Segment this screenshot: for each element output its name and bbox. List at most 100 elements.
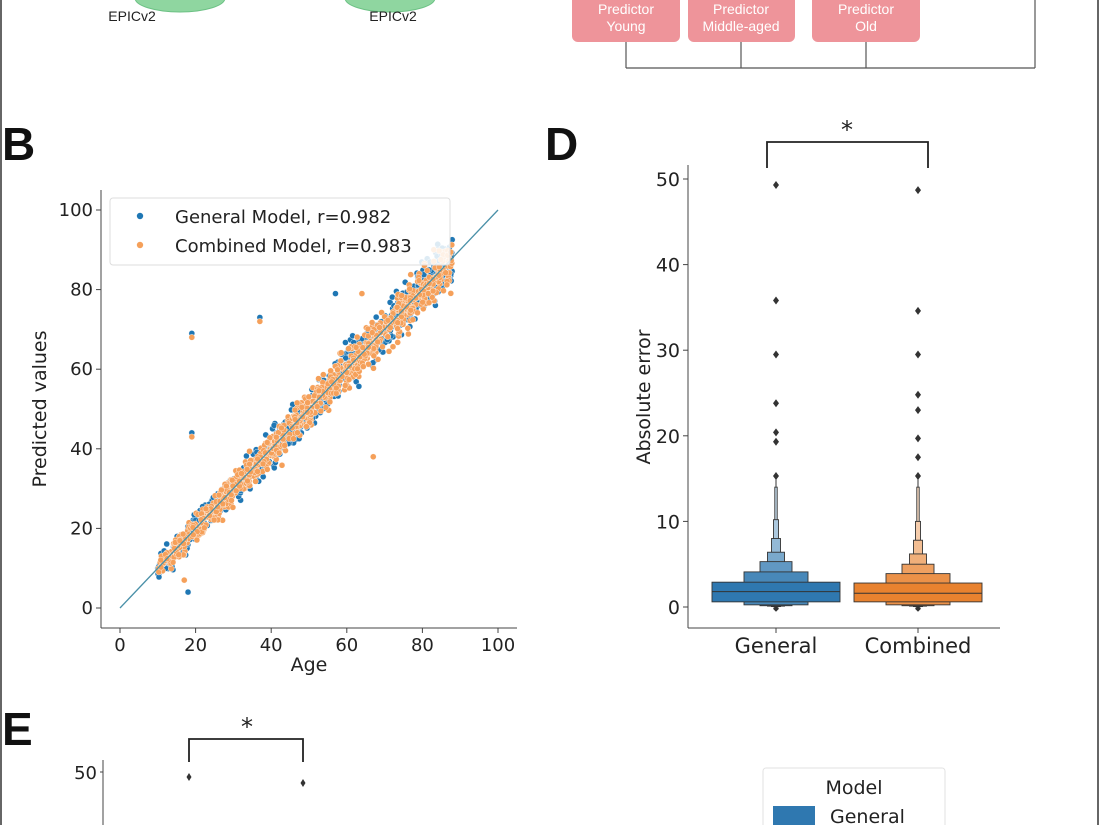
outlier-point	[773, 605, 779, 612]
point-combined	[414, 309, 421, 316]
point-combined	[254, 468, 261, 475]
predictor-line2: Young	[606, 18, 645, 34]
point-combined	[304, 399, 311, 406]
point-combined	[299, 413, 306, 421]
point-combined	[179, 530, 187, 538]
point-combined	[447, 290, 454, 297]
point-combined	[443, 281, 451, 288]
point-combined	[293, 399, 301, 407]
outlier-point	[773, 350, 779, 359]
x-tick-label: 0	[114, 635, 125, 656]
outlier-point-general	[186, 773, 192, 781]
outlier-point	[915, 472, 921, 481]
point-combined	[236, 477, 243, 485]
significance-star: *	[241, 713, 253, 741]
panel-label-d: D	[545, 118, 578, 170]
point-combined	[342, 382, 349, 389]
point-combined	[354, 365, 361, 372]
predictor-connectors	[625, 0, 1036, 69]
identity-line	[119, 209, 499, 609]
point-general	[270, 422, 278, 429]
point-combined	[333, 390, 340, 397]
point-combined	[409, 316, 416, 323]
point-combined	[385, 348, 393, 355]
outlier-point	[773, 399, 779, 408]
predictor-line2: Old	[855, 18, 877, 34]
point-combined	[264, 439, 271, 446]
point-combined	[429, 294, 436, 301]
panel-label-b: B	[2, 118, 35, 170]
point-combined	[228, 497, 235, 504]
y-tick-label: 20	[70, 518, 93, 539]
legend-title: Model	[825, 777, 882, 799]
predictor-line1: Predictor	[838, 1, 894, 17]
legend-label-general: General	[830, 806, 905, 825]
point-combined	[202, 505, 210, 512]
x-tick-label: 100	[481, 635, 515, 656]
outlier-point	[915, 390, 921, 399]
point-combined	[394, 325, 401, 332]
point-combined	[175, 551, 182, 558]
outlier-point	[773, 296, 779, 305]
point-combined	[394, 339, 401, 346]
point-combined	[419, 299, 426, 306]
point-combined	[246, 448, 253, 455]
significance-star: *	[841, 116, 853, 144]
point-combined	[243, 466, 251, 473]
legend: Model General	[762, 767, 946, 825]
point-combined	[259, 460, 267, 468]
point-combined	[157, 556, 165, 564]
point-combined	[370, 453, 377, 460]
point-combined	[294, 429, 301, 436]
y-tick-label: 0	[82, 598, 93, 619]
point-combined	[193, 536, 201, 544]
point-combined	[219, 500, 227, 508]
x-axis-label: Age	[291, 654, 328, 676]
point-combined	[333, 384, 340, 392]
point-combined	[303, 423, 310, 430]
outlier-point-combined	[300, 779, 306, 787]
point-general	[342, 339, 349, 346]
point-combined	[424, 267, 431, 274]
significance-bracket	[766, 141, 929, 168]
point-combined	[394, 304, 401, 311]
outlier-point	[915, 605, 921, 612]
point-combined	[358, 290, 366, 297]
point-combined	[345, 345, 352, 352]
legend-swatch-general	[773, 806, 815, 825]
point-combined	[370, 352, 377, 359]
point-combined	[214, 503, 221, 511]
point-combined	[281, 442, 288, 449]
x-tick-combined: Combined	[865, 634, 972, 658]
point-combined	[384, 333, 391, 340]
x-tick-label: 40	[260, 635, 283, 656]
outlier-point	[915, 186, 921, 195]
point-combined	[264, 466, 271, 473]
point-general	[373, 313, 380, 321]
point-combined	[352, 344, 360, 351]
point-combined	[291, 406, 299, 414]
outlier-point	[773, 180, 779, 189]
point-combined	[278, 462, 286, 469]
point-combined	[298, 404, 306, 411]
point-combined	[201, 524, 208, 531]
point-combined	[254, 455, 261, 463]
point-combined	[407, 271, 414, 278]
outlier-point	[915, 434, 921, 443]
point-combined	[238, 470, 245, 477]
point-combined	[176, 537, 184, 544]
point-combined	[252, 478, 259, 485]
point-combined	[374, 356, 382, 363]
point-combined	[350, 357, 357, 364]
point-combined	[406, 285, 413, 293]
point-combined	[215, 491, 223, 499]
y-tick-label: 20	[656, 426, 680, 448]
point-combined	[188, 334, 196, 341]
boxen-marks	[711, 180, 983, 633]
outlier-point	[915, 453, 921, 462]
point-combined	[229, 504, 237, 511]
legend: General Model, r=0.982 Combined Model, r…	[109, 197, 451, 266]
epic-label: EPICv2	[108, 8, 156, 24]
point-combined	[334, 366, 341, 373]
